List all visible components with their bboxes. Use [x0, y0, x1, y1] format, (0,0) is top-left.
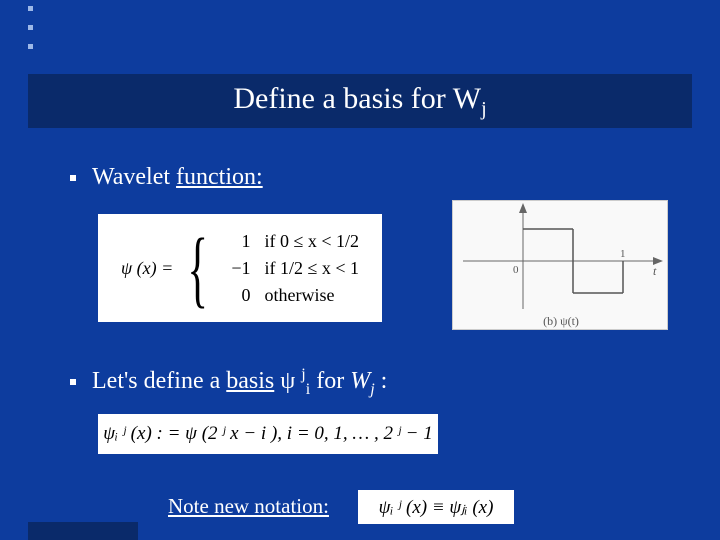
- wavelet-graph: 0 1 t (b) ψ(t): [452, 200, 668, 330]
- piecewise-cond: if 0 ≤ x < 1/2: [265, 231, 360, 252]
- bullet-dot-icon: [70, 379, 76, 385]
- bullet1-prefix: Wavelet: [92, 164, 176, 190]
- brace-icon: {: [188, 238, 209, 298]
- piecewise-definition: ψ (x) = { 1 if 0 ≤ x < 1/2 −1 if 1/2 ≤ x…: [98, 214, 382, 322]
- piecewise-cases: 1 if 0 ≤ x < 1/2 −1 if 1/2 ≤ x < 1 0 oth…: [225, 231, 360, 306]
- notation-equivalence: ψᵢ ʲ (x) ≡ ψⱼᵢ (x): [358, 490, 514, 524]
- title-bar: Define a basis for Wj: [28, 74, 692, 128]
- bullet2-mid1: ψ: [274, 368, 301, 394]
- piecewise-row: −1 if 1/2 ≤ x < 1: [225, 258, 360, 279]
- formula2-text: ψᵢ ʲ (x) : = ψ (2 ʲ x − i ), i = 0, 1, ……: [103, 423, 432, 445]
- piecewise-row: 1 if 0 ≤ x < 1/2: [225, 231, 360, 252]
- piecewise-cond: if 1/2 ≤ x < 1: [265, 258, 360, 279]
- title-main: Define a basis for W: [233, 82, 481, 115]
- footer-bar: [28, 522, 138, 540]
- bullet2-ital: W: [350, 368, 370, 394]
- formula3-text: ψᵢ ʲ (x) ≡ ψⱼᵢ (x): [379, 496, 494, 519]
- bullet-define-basis: Let's define a basis ψ ji for Wj :: [70, 366, 387, 399]
- bullet2-prefix: Let's define a: [92, 368, 226, 394]
- bullet-dot-icon: [70, 175, 76, 181]
- title-subscript: j: [481, 98, 487, 120]
- piecewise-lhs: ψ (x) =: [121, 258, 173, 279]
- graph-tick-1: 1: [620, 248, 626, 260]
- piecewise-val: 0: [225, 285, 251, 306]
- wavelet-graph-svg: 0 1 t (b) ψ(t): [453, 201, 669, 331]
- graph-tick-0: 0: [513, 264, 519, 276]
- basis-definition-formula: ψᵢ ʲ (x) : = ψ (2 ʲ x − i ), i = 0, 1, ……: [98, 414, 438, 454]
- bullet-wavelet-function: Wavelet function:: [70, 164, 263, 191]
- piecewise-cond: otherwise: [265, 285, 335, 306]
- slide-title: Define a basis for Wj: [233, 82, 486, 121]
- corner-decoration-dots: [28, 6, 33, 63]
- graph-caption: (b) ψ(t): [543, 314, 579, 328]
- piecewise-val: −1: [225, 258, 251, 279]
- bullet2-underlined: basis: [226, 368, 274, 394]
- graph-axis-x: t: [653, 264, 657, 278]
- piecewise-row: 0 otherwise: [225, 285, 360, 306]
- bullet1-underlined: function:: [176, 164, 263, 190]
- bullet2-suffix: :: [375, 368, 388, 394]
- bullet2-mid2: for: [310, 368, 350, 394]
- piecewise-val: 1: [225, 231, 251, 252]
- note-new-notation: Note new notation:: [168, 494, 329, 519]
